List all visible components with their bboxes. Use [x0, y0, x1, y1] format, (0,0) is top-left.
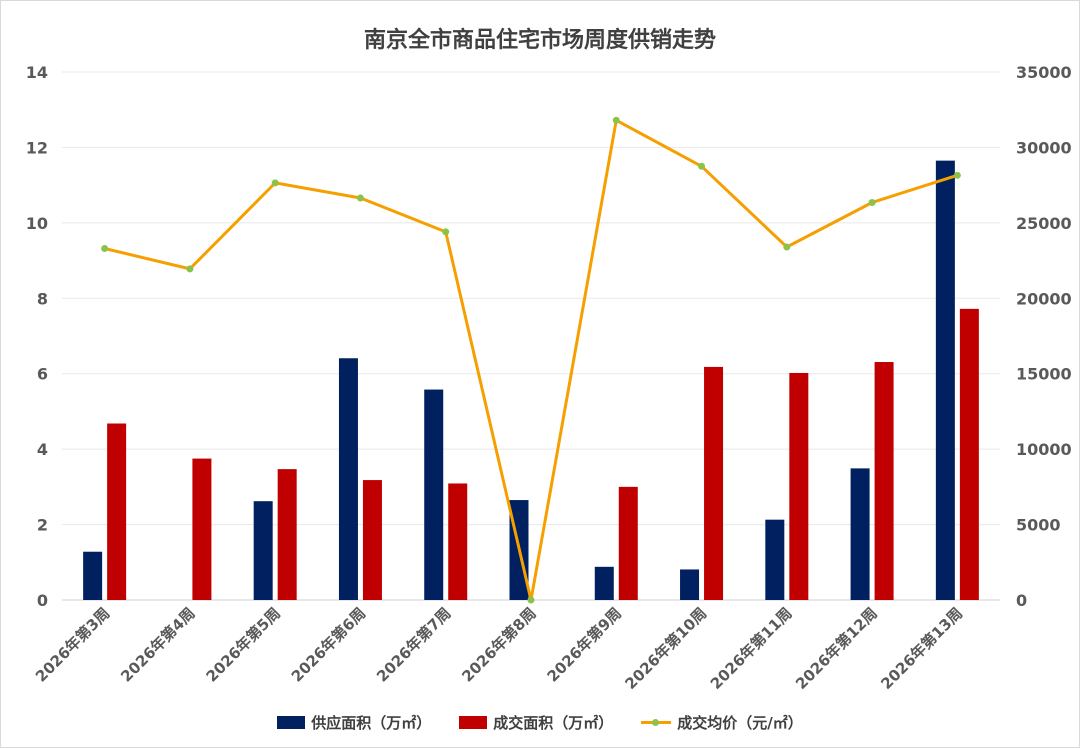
y-right-tick-label: 10000: [1016, 440, 1072, 459]
x-tick-label: 2026年第11周: [707, 604, 796, 693]
y-right-tick-label: 20000: [1016, 289, 1072, 308]
price-point: [698, 162, 706, 170]
bar-supply: [935, 160, 955, 600]
y-right-tick-label: 0: [1016, 591, 1027, 610]
legend-item-sales: 成交面积（万㎡）: [459, 712, 613, 733]
price-point: [442, 228, 450, 236]
x-tick-label: 2026年第13周: [877, 604, 966, 693]
y-right-tick-label: 5000: [1016, 516, 1061, 535]
price-point: [953, 171, 961, 179]
bar-sales: [959, 308, 979, 600]
x-tick-label: 2026年第7周: [373, 604, 454, 685]
price-point: [868, 198, 876, 206]
bar-supply: [83, 551, 103, 600]
bar-sales: [618, 486, 638, 600]
price-point: [783, 243, 791, 251]
legend-item-supply: 供应面积（万㎡）: [277, 712, 431, 733]
chart-title: 南京全市商品住宅市场周度供销走势: [363, 28, 716, 53]
x-tick-label: 2026年第8周: [458, 604, 539, 685]
bar-sales: [448, 483, 468, 600]
price-point: [356, 194, 364, 202]
x-tick-label: 2026年第6周: [288, 604, 369, 685]
y-right-tick-label: 15000: [1016, 365, 1072, 384]
legend-swatch-price: [641, 716, 672, 729]
x-tick-label: 2026年第3周: [32, 604, 113, 685]
x-tick-label: 2026年第4周: [117, 604, 198, 685]
legend-label-sales: 成交面积（万㎡）: [493, 714, 614, 732]
y-right-tick-label: 35000: [1016, 63, 1072, 82]
y-left-tick-label: 8: [37, 289, 48, 308]
bar-sales: [362, 480, 382, 600]
y-left-tick-label: 0: [37, 591, 48, 610]
y-left-tick-label: 10: [26, 214, 48, 233]
bar-supply: [338, 358, 358, 600]
legend-swatch-supply: [277, 716, 306, 729]
bar-supply: [850, 468, 870, 600]
price-point: [186, 265, 194, 273]
bar-supply: [765, 519, 785, 600]
y-left-tick-label: 12: [26, 138, 48, 157]
bar-sales: [192, 458, 212, 600]
bar-sales: [874, 362, 894, 600]
bar-supply: [680, 569, 700, 600]
legend-label-price: 成交均价（元/㎡）: [677, 714, 803, 732]
y-left-tick-label: 4: [37, 440, 48, 459]
x-tick-label: 2026年第10周: [622, 604, 711, 693]
x-tick-label: 2026年第12周: [792, 604, 881, 693]
y-right-tick-label: 30000: [1016, 138, 1072, 157]
bar-sales: [277, 469, 297, 600]
price-point: [101, 245, 109, 253]
y-right-tick-label: 25000: [1016, 214, 1072, 233]
y-left-tick-label: 6: [37, 365, 48, 384]
y-left-tick-label: 14: [26, 63, 48, 82]
price-point: [271, 179, 279, 187]
y-left-tick-label: 2: [37, 516, 48, 535]
price-point: [527, 596, 535, 604]
price-line: [104, 118, 958, 602]
price-point: [612, 116, 620, 124]
bar-supply: [253, 501, 273, 600]
bar-sales: [704, 366, 724, 600]
bar-supply: [424, 389, 444, 600]
x-tick-label: 2026年第9周: [544, 604, 625, 685]
legend-swatch-sales: [459, 716, 488, 729]
bar-sales: [789, 372, 809, 600]
bar-supply: [594, 566, 614, 600]
x-tick-label: 2026年第5周: [203, 604, 284, 685]
legend-label-supply: 供应面积（万㎡）: [311, 714, 432, 732]
legend-item-price: 成交均价（元/㎡）: [641, 712, 803, 733]
legend: 供应面积（万㎡） 成交面积（万㎡） 成交均价（元/㎡）: [0, 712, 1080, 733]
bar-sales: [107, 423, 127, 600]
